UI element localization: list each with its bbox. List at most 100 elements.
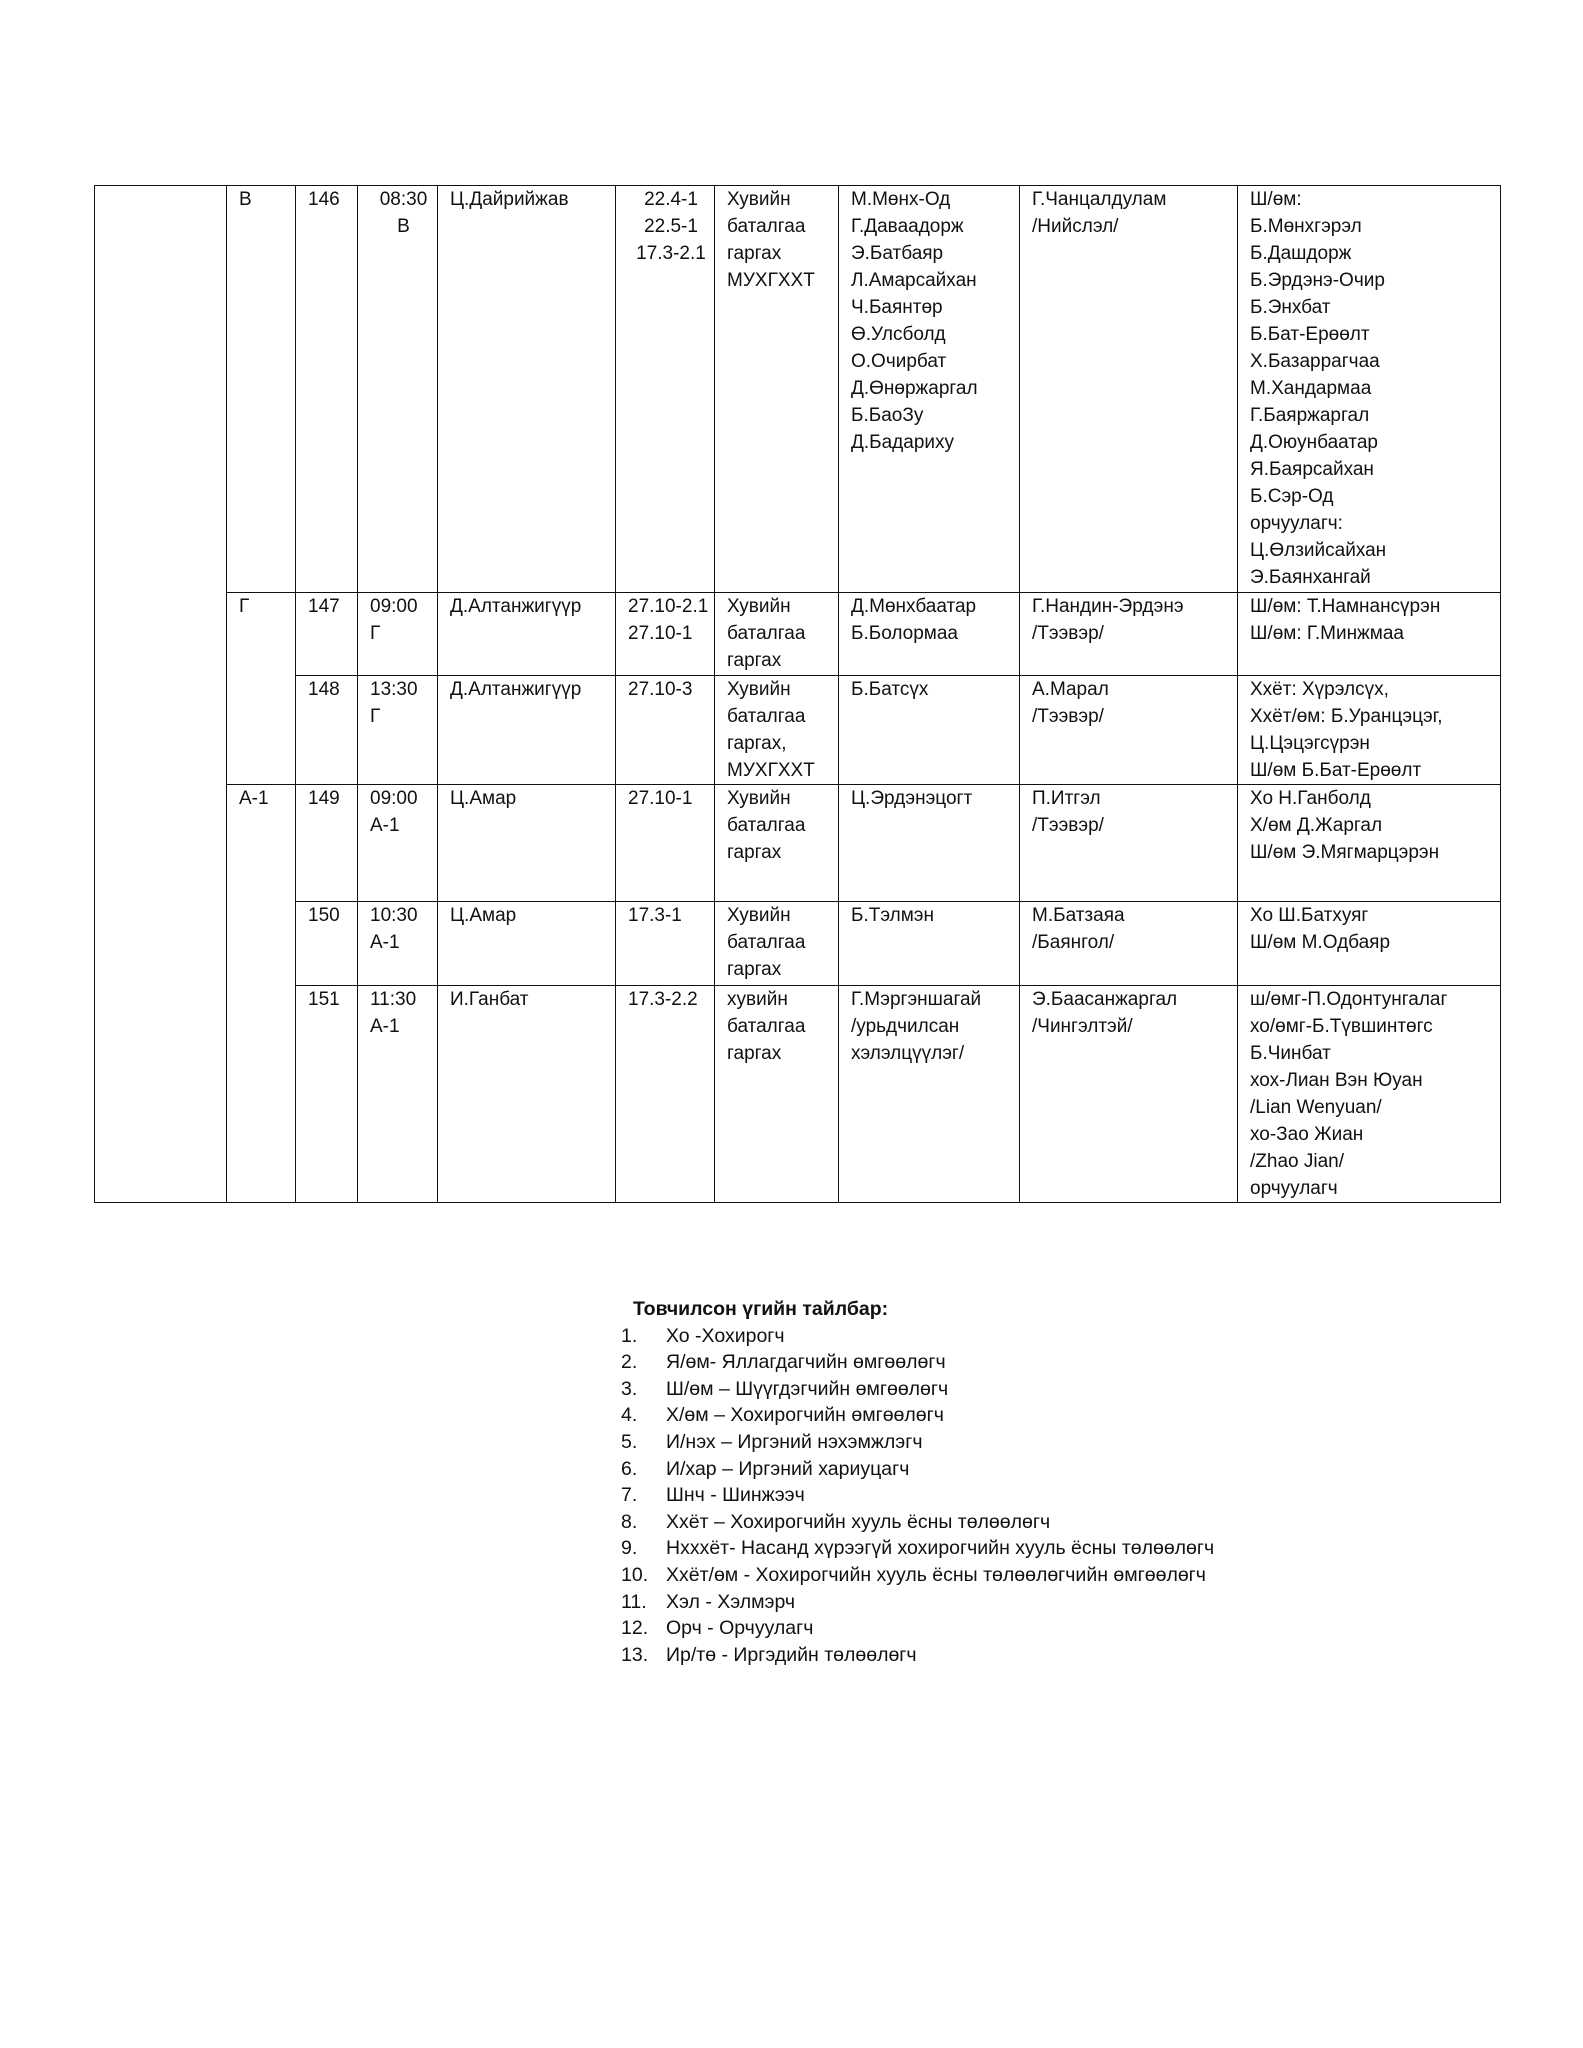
cell-prosecutor: Э.Баасанжаргал /Чингэлтэй/ bbox=[1019, 985, 1238, 1203]
legend-item: 2. Я/өм- Яллагдагчийн өмгөөлөгч bbox=[621, 1349, 1214, 1376]
legend-item-number: 10. bbox=[621, 1563, 649, 1586]
cell-defendants: Г.Мэргэншагай /урьдчилсан хэлэлцүүлэг/ bbox=[838, 985, 1020, 1203]
legend-item-number: 11. bbox=[621, 1590, 647, 1613]
cell-participants: Ххёт: Хүрэлсүх, Ххёт/өм: Б.Уранцэцэг, Ц.… bbox=[1237, 675, 1501, 785]
legend-item-number: 9. bbox=[621, 1537, 638, 1560]
table-row: 150 10:30 А-1 Ц.Амар 17.3-1 Хувийн баталгаа … bbox=[95, 901, 1501, 986]
cell-article: 22.4-1 22.5-1 17.3-2.1 bbox=[615, 185, 715, 593]
cell-participants: Ш/өм: Т.Намнансүрэн Ш/өм: Г.Минжмаа bbox=[1237, 592, 1501, 676]
table-row: А-1 149 09:00 А-1 Ц.Амар 27.10-1 Хувийн батал… bbox=[95, 784, 1501, 1203]
legend-item-text: Нхххёт- Насанд хүрээгүй хохирогчийн хуул… bbox=[666, 1537, 1215, 1560]
schedule-table: В 146 08:30 В Ц.Дайрийжав 22.4-1 22.5-1 17.3… bbox=[94, 185, 1501, 1203]
table-row: В 146 08:30 В Ц.Дайрийжав 22.4-1 22.5-1 17.3… bbox=[94, 185, 1501, 1203]
legend-item-number: 6. bbox=[621, 1457, 638, 1480]
legend-item-text: Орч - Орчуулагч bbox=[666, 1617, 814, 1640]
cell-article: 27.10-1 bbox=[615, 784, 715, 902]
legend-item-number: 5. bbox=[621, 1430, 638, 1453]
legend-item: 13. Ир/тө - Иргэдийн төлөөлөгч bbox=[621, 1642, 1214, 1669]
cell-action: Хувийн баталгаа гаргах bbox=[714, 592, 839, 676]
cell-defendants: Б.Батсүх bbox=[838, 675, 1020, 785]
courtroom-group: Г bbox=[226, 592, 296, 785]
cell-prosecutor: М.Батзаяа /Баянгол/ bbox=[1019, 901, 1238, 986]
legend-item: 4. Х/өм – Хохирогчийн өмгөөлөгч bbox=[621, 1402, 1214, 1429]
cell-judge: И.Ганбат bbox=[437, 985, 616, 1203]
cell-time: 13:30 Г bbox=[357, 675, 438, 785]
legend-item-text: Ххёт/өм - Хохирогчийн хууль ёсны төлөөлө… bbox=[666, 1563, 1206, 1586]
cell-defendants: Д.Мөнхбаатар Б.Болормаа bbox=[838, 592, 1020, 676]
legend-item: 3. Ш/өм – Шүүгдэгчийн өмгөөлөгч bbox=[621, 1376, 1214, 1403]
case-number: 148 bbox=[295, 675, 358, 785]
legend-title: Товчилсон үгийн тайлбар: bbox=[633, 1298, 889, 1320]
cell-prosecutor: П.Итгэл /Тээвэр/ bbox=[1019, 784, 1238, 902]
legend-item-number: 1. bbox=[621, 1324, 638, 1347]
legend-item-number: 7. bbox=[621, 1484, 638, 1507]
legend-item-text: Я/өм- Яллагдагчийн өмгөөлөгч bbox=[666, 1351, 946, 1374]
cell-defendants: М.Мөнх-Од Г.Даваадорж Э.Батбаяр Л.Амарса… bbox=[838, 185, 1020, 593]
cell-article: 17.3-2.2 bbox=[615, 985, 715, 1203]
legend-item-text: Хэл - Хэлмэрч bbox=[666, 1590, 796, 1613]
legend-item: 12. Орч - Орчуулагч bbox=[621, 1615, 1214, 1642]
cell-judge: Ц.Дайрийжав bbox=[437, 185, 616, 593]
legend-item: 11. Хэл - Хэлмэрч bbox=[621, 1589, 1214, 1616]
cell-judge: Ц.Амар bbox=[437, 784, 616, 902]
legend-item-text: Х/өм – Хохирогчийн өмгөөлөгч bbox=[666, 1404, 944, 1427]
cell-action: Хувийн баталгаа гаргах, МУХГХХТ bbox=[714, 675, 839, 785]
legend-item: 6. И/хар – Иргэний хариуцагч bbox=[621, 1456, 1214, 1483]
case-number: 149 bbox=[295, 784, 358, 902]
cell-participants: Хо Н.Ганболд Х/өм Д.Жаргал Ш/өм Э.Мягмар… bbox=[1237, 784, 1501, 902]
cell-time: 09:00 Г bbox=[357, 592, 438, 676]
case-number: 151 bbox=[295, 985, 358, 1203]
legend-item: 1. Хо -Хохирогч bbox=[621, 1323, 1214, 1350]
legend-item-number: 12. bbox=[621, 1617, 649, 1640]
legend-item-text: И/нэх – Иргэний нэхэмжлэгч bbox=[666, 1430, 923, 1453]
courtroom-group: А-1 bbox=[226, 784, 296, 1203]
cell-judge: Д.Алтанжигүүр bbox=[437, 675, 616, 785]
table-row: Г 147 09:00 Г Д.Алтанжигүүр 27.10-2.1 27.10-… bbox=[95, 592, 1501, 785]
cell-defendants: Ц.Эрдэнэцогт bbox=[838, 784, 1020, 902]
case-number: 147 bbox=[295, 592, 358, 676]
abbreviation-legend: Товчилсон үгийн тайлбар: 1. Хо -Хохирогч 2… bbox=[621, 1296, 1214, 1668]
cell-time: 08:30 В bbox=[357, 185, 438, 593]
case-number: 146 bbox=[295, 185, 358, 593]
cell-action: Хувийн баталгаа гаргах МУХГХХТ bbox=[714, 185, 839, 593]
cell-participants: ш/өмг-П.Одонтунгалаг хо/өмг-Б.Түвшинтөгс… bbox=[1237, 985, 1501, 1203]
cell-article: 27.10-3 bbox=[615, 675, 715, 785]
cell-time: 09:00 А-1 bbox=[357, 784, 438, 902]
legend-item-number: 3. bbox=[621, 1377, 638, 1400]
legend-item-text: И/хар – Иргэний хариуцагч bbox=[666, 1457, 910, 1480]
cell-prosecutor: Г.Нандин-Эрдэнэ /Тээвэр/ bbox=[1019, 592, 1238, 676]
legend-item-text: Ш/өм – Шүүгдэгчийн өмгөөлөгч bbox=[666, 1377, 949, 1400]
cell-time: 11:30 А-1 bbox=[357, 985, 438, 1203]
cell-action: хувийн баталгаа гаргах bbox=[714, 985, 839, 1203]
cell-time: 10:30 А-1 bbox=[357, 901, 438, 986]
cell-judge: Д.Алтанжигүүр bbox=[437, 592, 616, 676]
legend-item-number: 2. bbox=[621, 1351, 638, 1374]
cell-prosecutor: А.Марал /Тээвэр/ bbox=[1019, 675, 1238, 785]
legend-item: 5. И/нэх – Иргэний нэхэмжлэгч bbox=[621, 1429, 1214, 1456]
courtroom-group: В bbox=[226, 185, 296, 593]
section-cell bbox=[94, 185, 227, 1203]
cell-judge: Ц.Амар bbox=[437, 901, 616, 986]
legend-item-number: 4. bbox=[621, 1404, 638, 1427]
cell-article: 27.10-2.1 27.10-1 bbox=[615, 592, 715, 676]
legend-item: 7. Шнч - Шинжээч bbox=[621, 1482, 1214, 1509]
cell-action: Хувийн баталгаа гаргах bbox=[714, 784, 839, 902]
legend-item: 8. Ххёт – Хохирогчийн хууль ёсны төлөөлөг… bbox=[621, 1509, 1214, 1536]
legend-item-number: 13. bbox=[621, 1643, 649, 1666]
cell-participants: Хо Ш.Батхуяг Ш/өм М.Одбаяр bbox=[1237, 901, 1501, 986]
cell-participants: Ш/өм: Б.Мөнхгэрэл Б.Дашдорж Б.Эрдэнэ-Очи… bbox=[1237, 185, 1501, 593]
cell-article: 17.3-1 bbox=[615, 901, 715, 986]
table-row: 151 11:30 А-1 И.Ганбат 17.3-2.2 хувийн батал… bbox=[95, 985, 1501, 1203]
legend-item: 9. Нхххёт- Насанд хүрээгүй хохирогчийн ху… bbox=[621, 1535, 1214, 1562]
legend-item-number: 8. bbox=[621, 1510, 638, 1533]
legend-item-text: Ир/тө - Иргэдийн төлөөлөгч bbox=[666, 1643, 917, 1666]
legend-item: 10. Ххёт/өм - Хохирогчийн хууль ёсны төлө… bbox=[621, 1562, 1214, 1589]
cell-action: Хувийн баталгаа гаргах bbox=[714, 901, 839, 986]
legend-item-text: Шнч - Шинжээч bbox=[666, 1484, 805, 1507]
legend-item-text: Ххёт – Хохирогчийн хууль ёсны төлөөлөгч bbox=[666, 1510, 1051, 1533]
cell-defendants: Б.Тэлмэн bbox=[838, 901, 1020, 986]
legend-item-text: Хо -Хохирогч bbox=[666, 1324, 785, 1347]
cell-prosecutor: Г.Чанцалдулам /Нийслэл/ bbox=[1019, 185, 1238, 593]
case-number: 150 bbox=[295, 901, 358, 986]
table-row: 148 13:30 Г Д.Алтанжигүүр 27.10-3 Хувийн бат… bbox=[95, 675, 1501, 785]
